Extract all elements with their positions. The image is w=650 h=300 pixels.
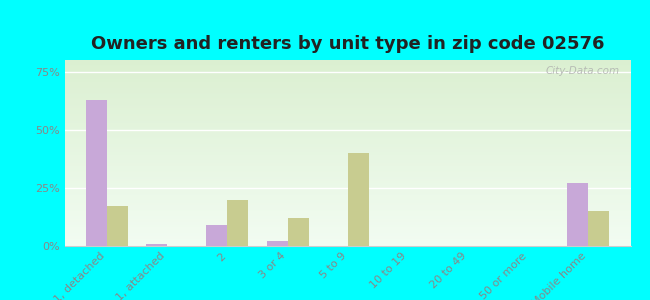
Bar [266,241,287,246]
Bar [348,153,369,246]
Bar [86,100,107,246]
Bar [287,218,309,246]
Text: City-Data.com: City-Data.com [545,66,619,76]
Bar [567,183,588,246]
Bar [588,211,610,246]
Bar [146,244,167,246]
Title: Owners and renters by unit type in zip code 02576: Owners and renters by unit type in zip c… [91,35,604,53]
Bar [227,200,248,246]
Bar [207,225,228,246]
Bar [107,206,128,246]
